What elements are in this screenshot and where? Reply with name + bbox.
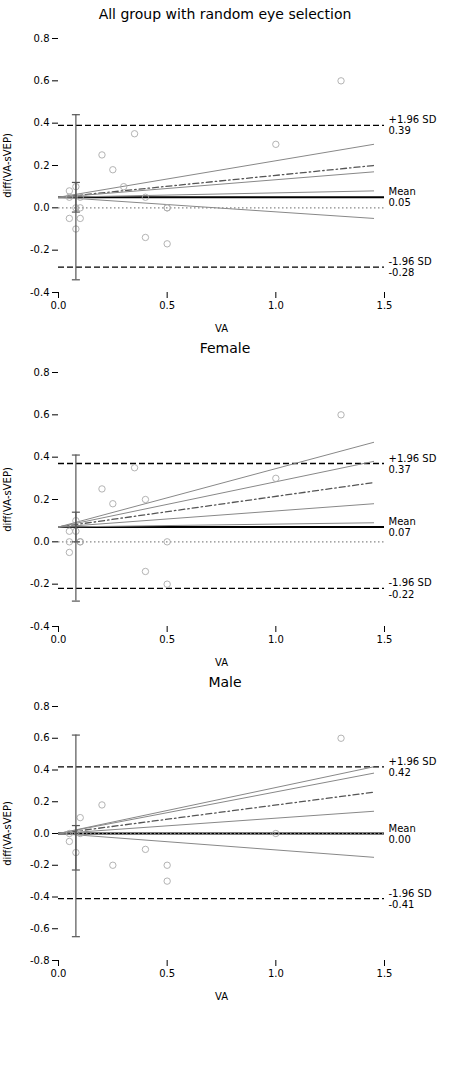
svg-text:-0.8: -0.8 [30,955,50,966]
svg-text:0.8: 0.8 [34,701,50,712]
svg-text:-0.6: -0.6 [30,923,50,934]
svg-text:Mean: Mean [389,516,416,527]
svg-text:-0.2: -0.2 [30,578,50,589]
svg-text:0.0: 0.0 [51,634,67,645]
svg-text:-0.28: -0.28 [389,267,415,278]
svg-text:1.5: 1.5 [377,968,393,979]
svg-text:0.4: 0.4 [34,117,50,128]
svg-text:0.6: 0.6 [34,75,50,86]
svg-text:0.42: 0.42 [389,767,411,778]
svg-text:0.39: 0.39 [389,125,411,136]
svg-text:0.5: 0.5 [159,634,175,645]
svg-text:1.0: 1.0 [268,300,284,311]
svg-text:0.07: 0.07 [389,527,411,538]
svg-text:0.0: 0.0 [34,202,50,213]
svg-text:+1.96 SD: +1.96 SD [389,453,437,464]
svg-text:0.05: 0.05 [389,197,411,208]
svg-text:0.2: 0.2 [34,160,50,171]
svg-text:Mean: Mean [389,186,416,197]
svg-text:-1.96 SD: -1.96 SD [389,256,432,267]
svg-text:0.2: 0.2 [34,796,50,807]
svg-text:0.0: 0.0 [34,536,50,547]
svg-text:-0.22: -0.22 [389,589,415,600]
svg-text:0.0: 0.0 [34,828,50,839]
svg-text:-0.2: -0.2 [30,859,50,870]
svg-text:1.0: 1.0 [268,968,284,979]
svg-text:0.4: 0.4 [34,451,50,462]
svg-text:1.5: 1.5 [377,634,393,645]
svg-text:0.5: 0.5 [159,968,175,979]
svg-text:0.6: 0.6 [34,409,50,420]
svg-text:+1.96 SD: +1.96 SD [389,756,437,767]
svg-text:1.0: 1.0 [268,634,284,645]
svg-text:-1.96 SD: -1.96 SD [389,577,432,588]
svg-text:diff(VA-sVEP): diff(VA-sVEP) [2,467,13,532]
svg-text:0.8: 0.8 [34,367,50,378]
svg-text:0.2: 0.2 [34,494,50,505]
svg-text:+1.96 SD: +1.96 SD [389,114,437,125]
svg-text:-0.4: -0.4 [30,621,50,632]
svg-text:VA: VA [215,991,228,1002]
svg-text:-0.4: -0.4 [30,891,50,902]
svg-text:0.6: 0.6 [34,732,50,743]
svg-text:diff(VA-sVEP): diff(VA-sVEP) [2,801,13,866]
svg-text:Mean: Mean [389,823,416,834]
html-text:Male: Male [208,674,242,690]
svg-text:1.5: 1.5 [377,300,393,311]
svg-text:0.4: 0.4 [34,764,50,775]
svg-text:0.00: 0.00 [389,834,411,845]
svg-text:0.5: 0.5 [159,300,175,311]
svg-text:-0.4: -0.4 [30,287,50,298]
svg-text:-0.2: -0.2 [30,244,50,255]
svg-text:VA: VA [215,657,228,668]
html-text:Female: Female [199,340,251,356]
svg-text:0.8: 0.8 [34,33,50,44]
html-text:All group with random eye sele: All group with random eye selection [98,6,352,22]
svg-text:0.0: 0.0 [51,300,67,311]
svg-text:VA: VA [215,323,228,334]
svg-text:-1.96 SD: -1.96 SD [389,888,432,899]
svg-text:0.37: 0.37 [389,464,411,475]
svg-text:-0.41: -0.41 [389,899,415,910]
svg-text:diff(VA-sVEP): diff(VA-sVEP) [2,133,13,198]
svg-text:0.0: 0.0 [51,968,67,979]
